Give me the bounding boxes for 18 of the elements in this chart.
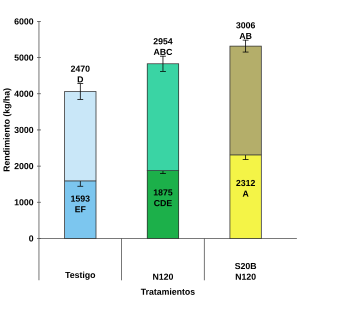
y-tick-label: 1000: [14, 198, 34, 206]
y-tick-label: 6000: [14, 18, 34, 24]
x-axis-title: Tratamientos: [140, 288, 195, 295]
data-label: 2312 A: [236, 180, 255, 196]
y-tick-label: 0: [29, 235, 34, 242]
x-tick-label: N120: [153, 273, 174, 280]
y-tick-label: 4000: [14, 90, 34, 97]
y-tick-label: 5000: [14, 54, 34, 60]
data-label: 2954 ABC: [154, 38, 173, 55]
x-tick-label: S20B N120: [234, 262, 256, 280]
x-tick-label: Testigo: [65, 271, 96, 280]
data-label: 1593 EF: [71, 195, 90, 212]
y-tick-label: 3000: [14, 126, 34, 133]
y-tick-label: 2000: [14, 162, 34, 169]
data-label: 2470 D: [70, 65, 90, 82]
data-label: 3006 AB: [236, 22, 256, 39]
y-axis-title: Rendimiento (kg/ha): [3, 88, 12, 172]
data-label: 1875 CDE: [154, 189, 172, 206]
